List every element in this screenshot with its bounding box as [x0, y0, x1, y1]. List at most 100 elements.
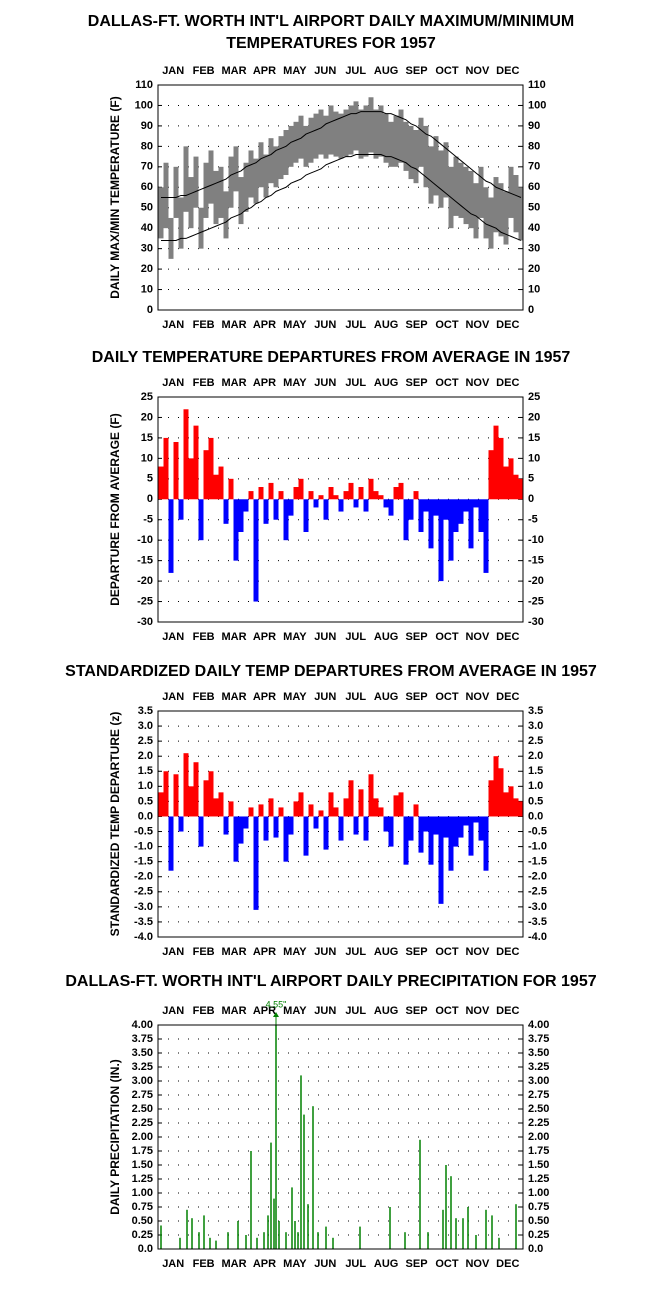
departure-bar — [283, 499, 289, 541]
departure-bar — [278, 807, 284, 817]
temp-range — [333, 111, 339, 157]
temp-range — [493, 177, 499, 233]
departure-bar — [388, 816, 394, 847]
y-tick-label: 2.0 — [138, 750, 153, 762]
departure-bar — [403, 499, 409, 541]
precip-bar — [209, 1237, 211, 1249]
precip-bar — [317, 1232, 319, 1249]
precip-bar — [445, 1165, 447, 1249]
month-label-bottom: AUG — [374, 319, 398, 331]
departure-bar — [288, 816, 294, 835]
month-label-bottom: FEB — [193, 631, 215, 643]
temp-range — [218, 166, 224, 218]
y-tick-label-right: 20 — [528, 263, 540, 275]
y-tick-label-right: -1.0 — [528, 841, 547, 853]
month-label-bottom: JUN — [314, 631, 336, 643]
temp-range — [173, 166, 179, 218]
departure-bar — [293, 801, 299, 817]
annotation: 4.55" — [266, 999, 287, 1009]
y-tick-label-right: 70 — [528, 161, 540, 173]
temp-range — [303, 125, 309, 167]
departure-bar — [463, 499, 469, 512]
departure-bar — [188, 458, 194, 500]
departure-bar — [448, 816, 454, 871]
month-label-top: MAR — [222, 65, 247, 77]
y-tick-label: 0.0 — [138, 810, 153, 822]
departure-bar — [383, 499, 389, 508]
month-label-bottom: AUG — [374, 631, 398, 643]
y-tick-label-right: -30 — [528, 616, 544, 628]
month-label-bottom: MAR — [222, 946, 247, 958]
month-label-top: MAR — [222, 377, 247, 389]
month-label-bottom: NOV — [465, 1258, 490, 1270]
y-tick-label: 0.0 — [138, 1243, 153, 1255]
y-tick-label: 80 — [141, 140, 153, 152]
annotation-arrowhead — [273, 1012, 279, 1017]
temp-range — [398, 109, 404, 163]
departure-bar — [413, 804, 419, 817]
temp-range — [408, 125, 414, 180]
month-label-bottom: JAN — [162, 1258, 184, 1270]
temp-range — [473, 183, 479, 239]
precip-bar — [285, 1232, 287, 1249]
y-tick-label: 2.75 — [132, 1089, 153, 1101]
departure-bar — [178, 816, 184, 832]
month-label-bottom: NOV — [465, 946, 490, 958]
month-label-bottom: JAN — [162, 631, 184, 643]
temp-range — [158, 187, 164, 239]
precip-bar — [475, 1235, 477, 1249]
temp-range — [198, 207, 204, 249]
month-label-top: NOV — [465, 691, 490, 703]
departure-bar — [513, 474, 519, 500]
temp-range — [393, 115, 399, 167]
temp-range — [263, 154, 269, 198]
month-label-bottom: SEP — [406, 631, 428, 643]
y-tick-label-right: 3.25 — [528, 1061, 549, 1073]
departure-bar — [468, 816, 474, 856]
departure-bar — [398, 792, 404, 817]
month-label-bottom: SEP — [406, 946, 428, 958]
temp-range — [213, 170, 219, 225]
departure-bar — [403, 816, 409, 865]
y-tick-label-right: 3.00 — [528, 1075, 549, 1087]
month-label-bottom: AUG — [374, 1258, 398, 1270]
departure-bar — [263, 816, 269, 841]
month-label-bottom: OCT — [435, 319, 459, 331]
departure-bar — [183, 409, 189, 500]
departure-bar — [233, 499, 239, 561]
month-label-top: JUL — [345, 377, 366, 389]
temp-range — [428, 146, 434, 204]
y-tick-label-right: -1.5 — [528, 856, 547, 868]
y-tick-label-right: 20 — [528, 411, 540, 423]
departure-bar — [313, 816, 319, 829]
month-label-top: AUG — [374, 1005, 398, 1017]
temp-range — [353, 101, 359, 151]
departure-bar — [258, 804, 264, 817]
departure-bar — [163, 437, 169, 500]
plot — [158, 97, 523, 259]
month-label-top: MAR — [222, 1005, 247, 1017]
month-label-bottom: NOV — [465, 319, 490, 331]
y-tick-label-right: 4.00 — [528, 1019, 549, 1031]
y-tick-label-right: -25 — [528, 595, 544, 607]
y-tick-label-right: 0.0 — [528, 1243, 543, 1255]
month-label-top: JAN — [162, 1005, 184, 1017]
temp-range — [208, 150, 214, 204]
departure-bar — [398, 482, 404, 500]
month-label-top: NOV — [465, 377, 490, 389]
month-label-bottom: NOV — [465, 631, 490, 643]
y-tick-label-right: 3.75 — [528, 1033, 549, 1045]
month-label-bottom: DEC — [496, 631, 519, 643]
precip-bar — [191, 1218, 193, 1249]
precip-bar — [291, 1187, 293, 1249]
departure-bar — [498, 768, 504, 817]
chart-title: DALLAS-FT. WORTH INT'L AIRPORT DAILY MAX… — [88, 13, 574, 30]
y-tick-label: -2.5 — [134, 886, 153, 898]
temp-range — [403, 121, 409, 171]
month-label-top: JAN — [162, 691, 184, 703]
y-tick-label: 1.00 — [132, 1187, 153, 1199]
temp-range — [498, 183, 504, 237]
temp-range — [203, 162, 209, 218]
temp-range — [483, 187, 489, 239]
month-label-bottom: FEB — [193, 946, 215, 958]
